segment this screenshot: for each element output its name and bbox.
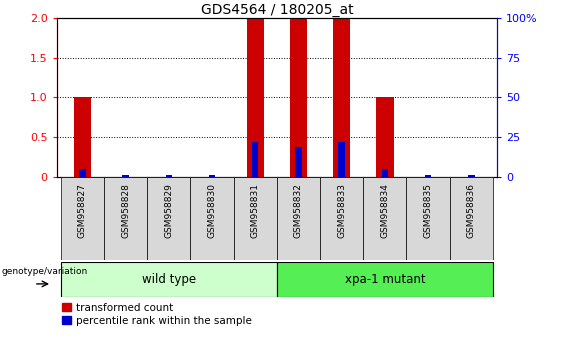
Text: xpa-1 mutant: xpa-1 mutant: [345, 273, 425, 286]
Text: wild type: wild type: [142, 273, 196, 286]
Bar: [363, 177, 406, 260]
Bar: [252, 142, 259, 177]
Legend: transformed count, percentile rank within the sample: transformed count, percentile rank withi…: [58, 298, 257, 330]
Text: genotype/variation: genotype/variation: [1, 267, 88, 276]
Bar: [376, 97, 393, 177]
Bar: [406, 177, 450, 260]
Bar: [61, 262, 277, 297]
Bar: [123, 176, 129, 177]
Bar: [234, 177, 277, 260]
Bar: [61, 177, 104, 260]
Text: GSM958829: GSM958829: [164, 183, 173, 238]
Bar: [338, 142, 345, 177]
Bar: [190, 177, 234, 260]
Bar: [79, 169, 86, 177]
Bar: [277, 262, 493, 297]
Text: GSM958828: GSM958828: [121, 183, 130, 238]
Text: GSM958832: GSM958832: [294, 183, 303, 238]
Bar: [74, 97, 91, 177]
Bar: [333, 18, 350, 177]
Text: GSM958833: GSM958833: [337, 183, 346, 238]
Text: GSM958830: GSM958830: [207, 183, 216, 238]
Bar: [209, 176, 215, 177]
Bar: [450, 177, 493, 260]
Bar: [320, 177, 363, 260]
Bar: [295, 147, 302, 177]
Bar: [381, 169, 388, 177]
Text: GSM958834: GSM958834: [380, 183, 389, 238]
Text: GSM958831: GSM958831: [251, 183, 260, 238]
Bar: [277, 177, 320, 260]
Bar: [468, 176, 475, 177]
Bar: [425, 176, 431, 177]
Text: GSM958827: GSM958827: [78, 183, 87, 238]
Text: GSM958836: GSM958836: [467, 183, 476, 238]
Bar: [104, 177, 147, 260]
Bar: [166, 176, 172, 177]
Title: GDS4564 / 180205_at: GDS4564 / 180205_at: [201, 3, 353, 17]
Bar: [290, 18, 307, 177]
Bar: [147, 177, 190, 260]
Bar: [246, 18, 264, 177]
Text: GSM958835: GSM958835: [424, 183, 433, 238]
